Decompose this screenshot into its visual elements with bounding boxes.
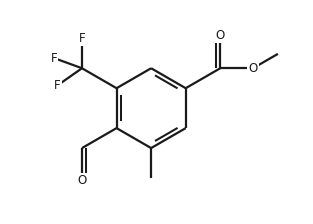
Text: F: F: [54, 79, 61, 92]
Text: F: F: [50, 52, 57, 65]
Text: F: F: [79, 32, 85, 45]
Text: O: O: [249, 62, 258, 75]
Text: O: O: [77, 174, 87, 187]
Text: O: O: [216, 29, 225, 42]
